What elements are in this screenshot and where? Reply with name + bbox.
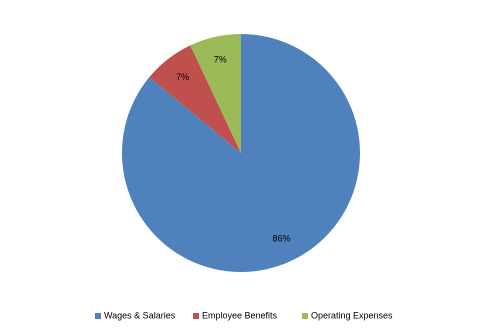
legend-label: Wages & Salaries: [104, 310, 176, 320]
legend-swatch: [95, 313, 101, 319]
legend-swatch: [302, 313, 308, 319]
slice-label: 7%: [214, 54, 227, 64]
pie-slice: [122, 34, 361, 272]
legend-label: Operating Expenses: [311, 310, 393, 320]
slice-label: 7%: [176, 72, 189, 82]
pie-slice: [190, 34, 241, 153]
slice-label: 86%: [273, 234, 291, 244]
legend-label: Employee Benefits: [202, 310, 278, 320]
pie-slice: [149, 45, 241, 154]
legend-swatch: [193, 313, 199, 319]
